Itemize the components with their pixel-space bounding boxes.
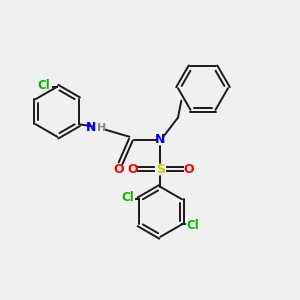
Text: S: S — [156, 163, 165, 176]
Text: O: O — [114, 163, 124, 176]
Text: O: O — [127, 163, 138, 176]
Text: O: O — [183, 163, 194, 176]
Text: N: N — [86, 122, 96, 134]
Text: Cl: Cl — [186, 219, 199, 232]
Text: N: N — [155, 133, 166, 146]
Text: Cl: Cl — [37, 79, 50, 92]
Text: Cl: Cl — [122, 191, 134, 204]
Text: H: H — [97, 123, 106, 133]
